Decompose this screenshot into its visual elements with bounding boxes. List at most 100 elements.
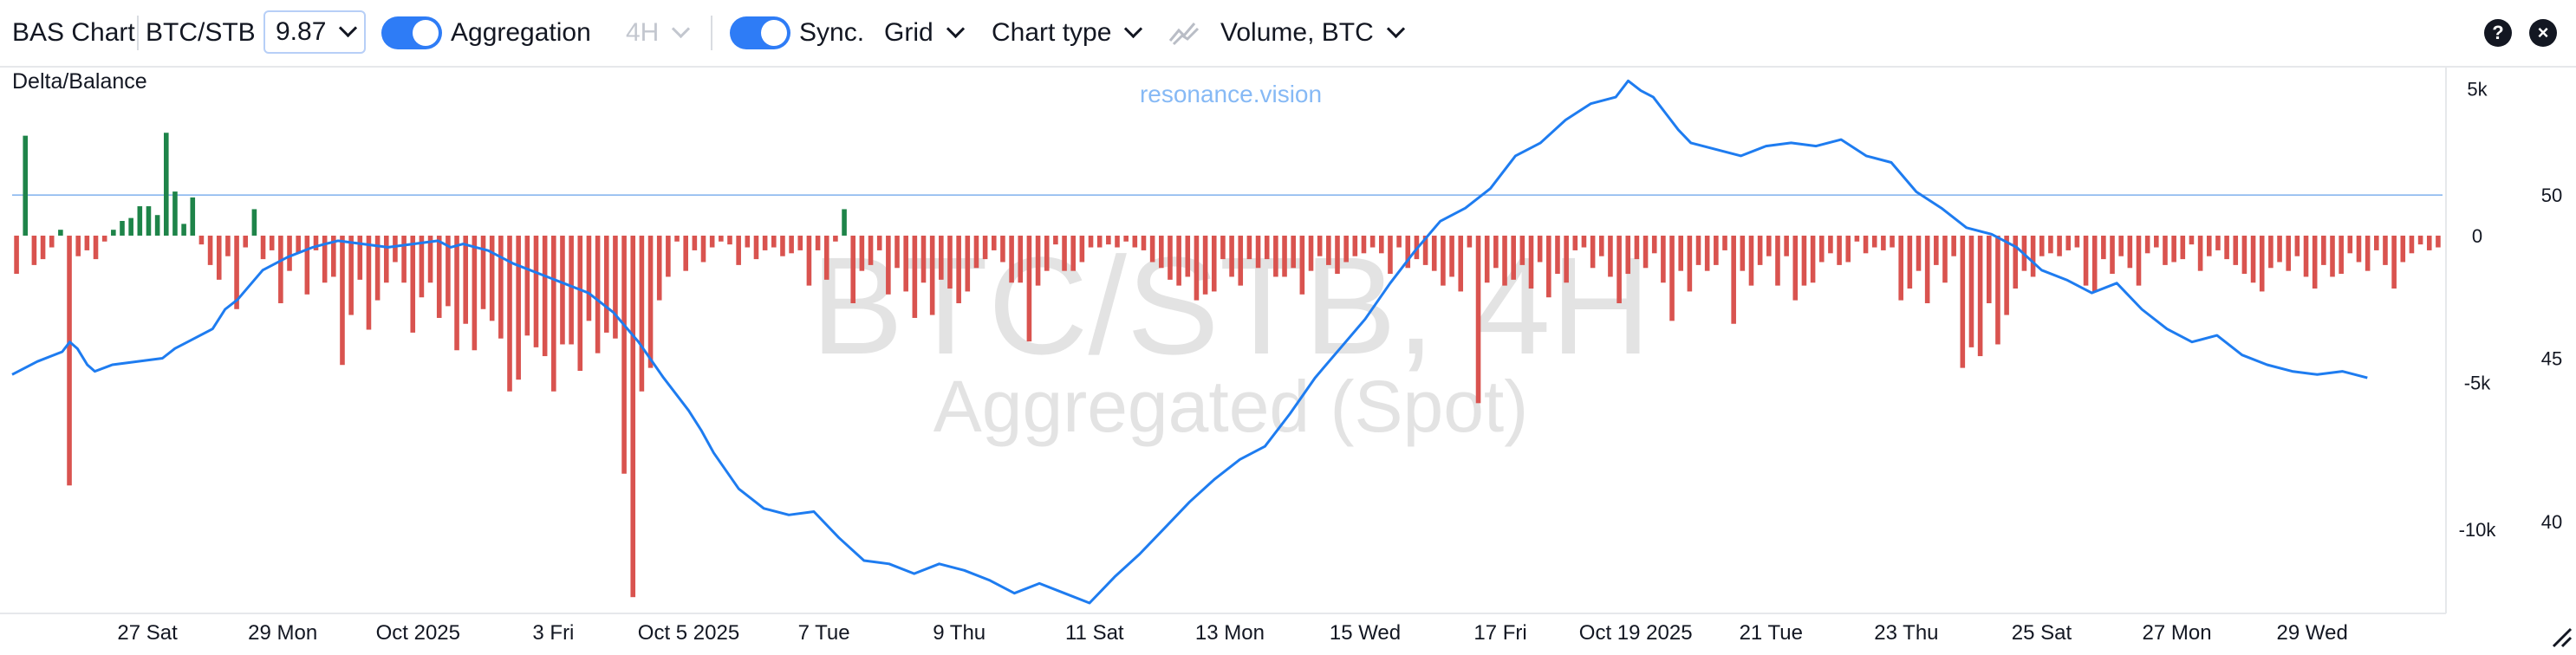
toggle-switch-icon[interactable]	[381, 16, 442, 49]
delta-bar	[2101, 235, 2106, 260]
balance-tick-label: 45	[2541, 347, 2562, 369]
delta-bar	[1502, 235, 1507, 286]
delta-bar	[1185, 235, 1191, 277]
delta-bar	[1088, 235, 1094, 248]
delta-bar	[2409, 235, 2415, 254]
delta-bar	[146, 206, 152, 236]
delta-bar	[1977, 235, 1983, 357]
delta-bar	[181, 224, 186, 236]
delta-bar	[2206, 235, 2212, 256]
delta-bar	[894, 235, 900, 269]
x-tick-label: 7 Tue	[798, 621, 850, 645]
delta-bar	[674, 235, 680, 242]
delta-bar	[1317, 235, 1323, 256]
grid-menu[interactable]: Grid	[884, 0, 965, 66]
delta-bar	[1378, 235, 1384, 254]
delta-bar	[929, 235, 935, 315]
delta-bar	[753, 235, 759, 260]
delta-bar	[1828, 235, 1833, 254]
delta-bar	[480, 235, 486, 309]
delta-bar	[727, 235, 732, 245]
delta-bar	[1388, 235, 1393, 275]
chart-type-menu[interactable]: Chart type	[992, 0, 1143, 66]
delta-bar	[1096, 235, 1103, 248]
delta-bar	[1863, 235, 1869, 254]
delta-bar	[2127, 235, 2133, 269]
delta-bar	[1792, 235, 1799, 301]
indicator-icon[interactable]	[1168, 0, 1200, 66]
delta-bar	[1475, 235, 1481, 404]
sync-toggle[interactable]	[730, 0, 790, 66]
delta-bar	[647, 235, 654, 368]
delta-bar	[1168, 235, 1173, 280]
delta-bar	[1704, 235, 1710, 271]
delta-bar	[1202, 235, 1208, 295]
delta-bar	[2294, 235, 2300, 256]
delta-bar	[1890, 235, 1895, 248]
value-text: 9.87	[276, 17, 327, 46]
resize-handle-icon[interactable]	[2552, 627, 2573, 648]
delta-bar	[1757, 235, 1763, 265]
delta-bar	[2136, 235, 2142, 286]
delta-bar	[745, 235, 751, 248]
delta-bar	[190, 197, 196, 236]
delta-bar	[1238, 235, 1244, 286]
delta-bar	[410, 235, 416, 333]
delta-bar	[2286, 235, 2292, 271]
delta-bar	[1018, 235, 1024, 283]
delta-bar	[2215, 235, 2221, 250]
delta-bar	[2374, 235, 2379, 250]
balance-tick-label: 40	[2541, 511, 2562, 533]
toggle-switch-icon[interactable]	[730, 16, 790, 49]
delta-bar	[137, 206, 143, 236]
delta-bar	[823, 235, 829, 280]
interval-select[interactable]: 4H	[626, 0, 691, 66]
delta-bar	[2365, 235, 2371, 271]
delta-bar	[14, 235, 19, 275]
symbol-label[interactable]: BTC/STB	[146, 18, 256, 47]
delta-bar	[1740, 235, 1746, 271]
toolbar-divider	[711, 16, 712, 50]
delta-bar	[1678, 235, 1684, 271]
help-icon[interactable]: ?	[2484, 19, 2512, 47]
delta-bar	[75, 235, 81, 256]
delta-bar	[366, 235, 372, 330]
delta-bar	[463, 235, 469, 324]
delta-bar	[1722, 235, 1727, 250]
close-icon[interactable]: ×	[2529, 19, 2557, 47]
x-tick-label: 15 Wed	[1330, 621, 1401, 645]
delta-tick-label: -5k	[2464, 373, 2492, 394]
value-select[interactable]: 9.87	[263, 10, 366, 54]
delta-bar	[903, 235, 908, 292]
delta-bar	[1299, 235, 1305, 295]
delta-bar	[401, 235, 407, 283]
delta-bar	[2030, 235, 2036, 277]
delta-bar	[595, 235, 601, 353]
delta-bar	[2426, 235, 2432, 250]
delta-bar	[1115, 235, 1120, 248]
chevron-down-icon	[946, 19, 965, 38]
delta-bar	[1159, 235, 1164, 269]
volume-menu[interactable]: Volume, BTC	[1220, 0, 1405, 66]
aggregation-toggle[interactable]	[381, 0, 442, 66]
delta-bar	[1273, 235, 1278, 277]
delta-bar	[621, 235, 627, 474]
delta-bar	[1352, 235, 1358, 256]
delta-bar	[2004, 235, 2009, 315]
delta-bar	[1264, 235, 1270, 260]
delta-bar	[1907, 235, 1913, 289]
delta-bar	[296, 235, 301, 254]
delta-bar	[542, 235, 548, 357]
delta-bar	[2180, 235, 2186, 260]
delta-bar	[331, 235, 336, 277]
delta-bar	[1106, 235, 1111, 245]
delta-bar	[507, 235, 512, 392]
delta-bar	[23, 135, 29, 236]
delta-bar	[1564, 235, 1569, 283]
toolbar-divider	[137, 16, 139, 50]
delta-bar	[472, 235, 478, 351]
delta-bar	[1934, 235, 1939, 265]
delta-bar	[1220, 235, 1226, 260]
delta-bar	[348, 235, 354, 315]
